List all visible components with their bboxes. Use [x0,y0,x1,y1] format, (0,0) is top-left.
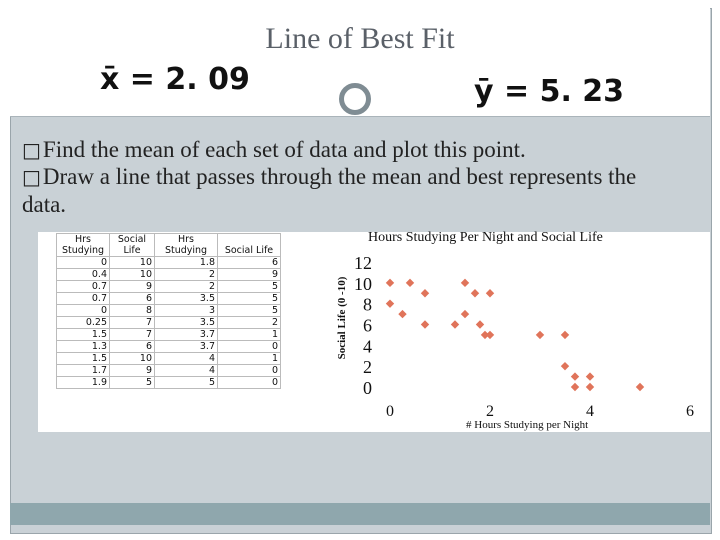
table-row: 0.7 6 3.5 5 [56,292,281,305]
y-tick-label: 4 [363,336,372,356]
y-tick-label: 6 [363,316,372,336]
scatter-point [485,289,495,298]
table-header: Social Life [109,233,155,257]
scatter-point [420,289,430,298]
chart-title: Hours Studying Per Night and Social Life [368,230,603,245]
bullet-1: □Find the mean of each set of data and p… [22,136,526,164]
scatter-point [560,361,570,371]
scatter-point [450,320,460,329]
square-bullet-icon: □ [22,138,41,162]
x-mean-formula: x̄ = 2. 09 [100,62,250,97]
scatter-point [570,372,580,381]
table-row: 1.3 6 3.7 0 [56,340,281,353]
x-tick-label: 0 [386,403,394,420]
table-cell: 5 [109,376,155,389]
scatter-point [420,320,430,329]
scatter-point [405,278,415,288]
y-tick-label: 0 [363,378,372,398]
scatter-point [385,299,395,308]
x-axis-label: # Hours Studying per Night [466,419,589,431]
bullet-2: □Draw a line that passes through the mea… [22,163,662,218]
scatter-point [470,289,480,298]
table-row: 1.5 10 4 1 [56,352,281,365]
scatter-point [635,382,645,392]
scatter-point [385,278,395,288]
x-tick-label: 4 [586,403,594,420]
table-row: 1.9 5 5 0 [56,376,281,389]
ring-ornament-icon [339,83,371,115]
square-bullet-icon: □ [22,165,41,189]
scatter-point [460,309,470,319]
scatter-point [535,330,545,340]
table-header: Hrs Studying [56,233,110,257]
y-tick-label: 12 [354,253,372,273]
scatter-point [398,309,407,319]
data-table: Hrs Studying Social Life Hrs Studying So… [56,233,281,389]
table-cell: 5 [154,376,218,389]
scatter-point [585,372,595,381]
scatter-point [570,382,580,392]
x-tick-label: 2 [486,403,494,420]
y-tick-label: 8 [363,295,372,315]
slide-title: Line of Best Fit [265,22,455,55]
footer-bar [10,503,710,525]
table-row: 1.7 9 4 0 [56,364,281,377]
bullet-2-text: Draw a line that passes through the mean… [22,164,637,217]
scatter-point [460,278,470,288]
y-tick-label: 10 [354,274,372,294]
y-mean-formula: ȳ = 5. 23 [474,74,625,109]
scatter-point [585,382,595,392]
scatter-point [475,320,485,329]
bullet-1-text: Find the mean of each set of data and pl… [42,137,526,162]
scatter-point [485,330,495,340]
x-tick-label: 6 [686,403,694,420]
y-tick-label: 2 [363,357,372,377]
table-cell: 0 [217,376,281,389]
scatter-point [560,330,570,340]
